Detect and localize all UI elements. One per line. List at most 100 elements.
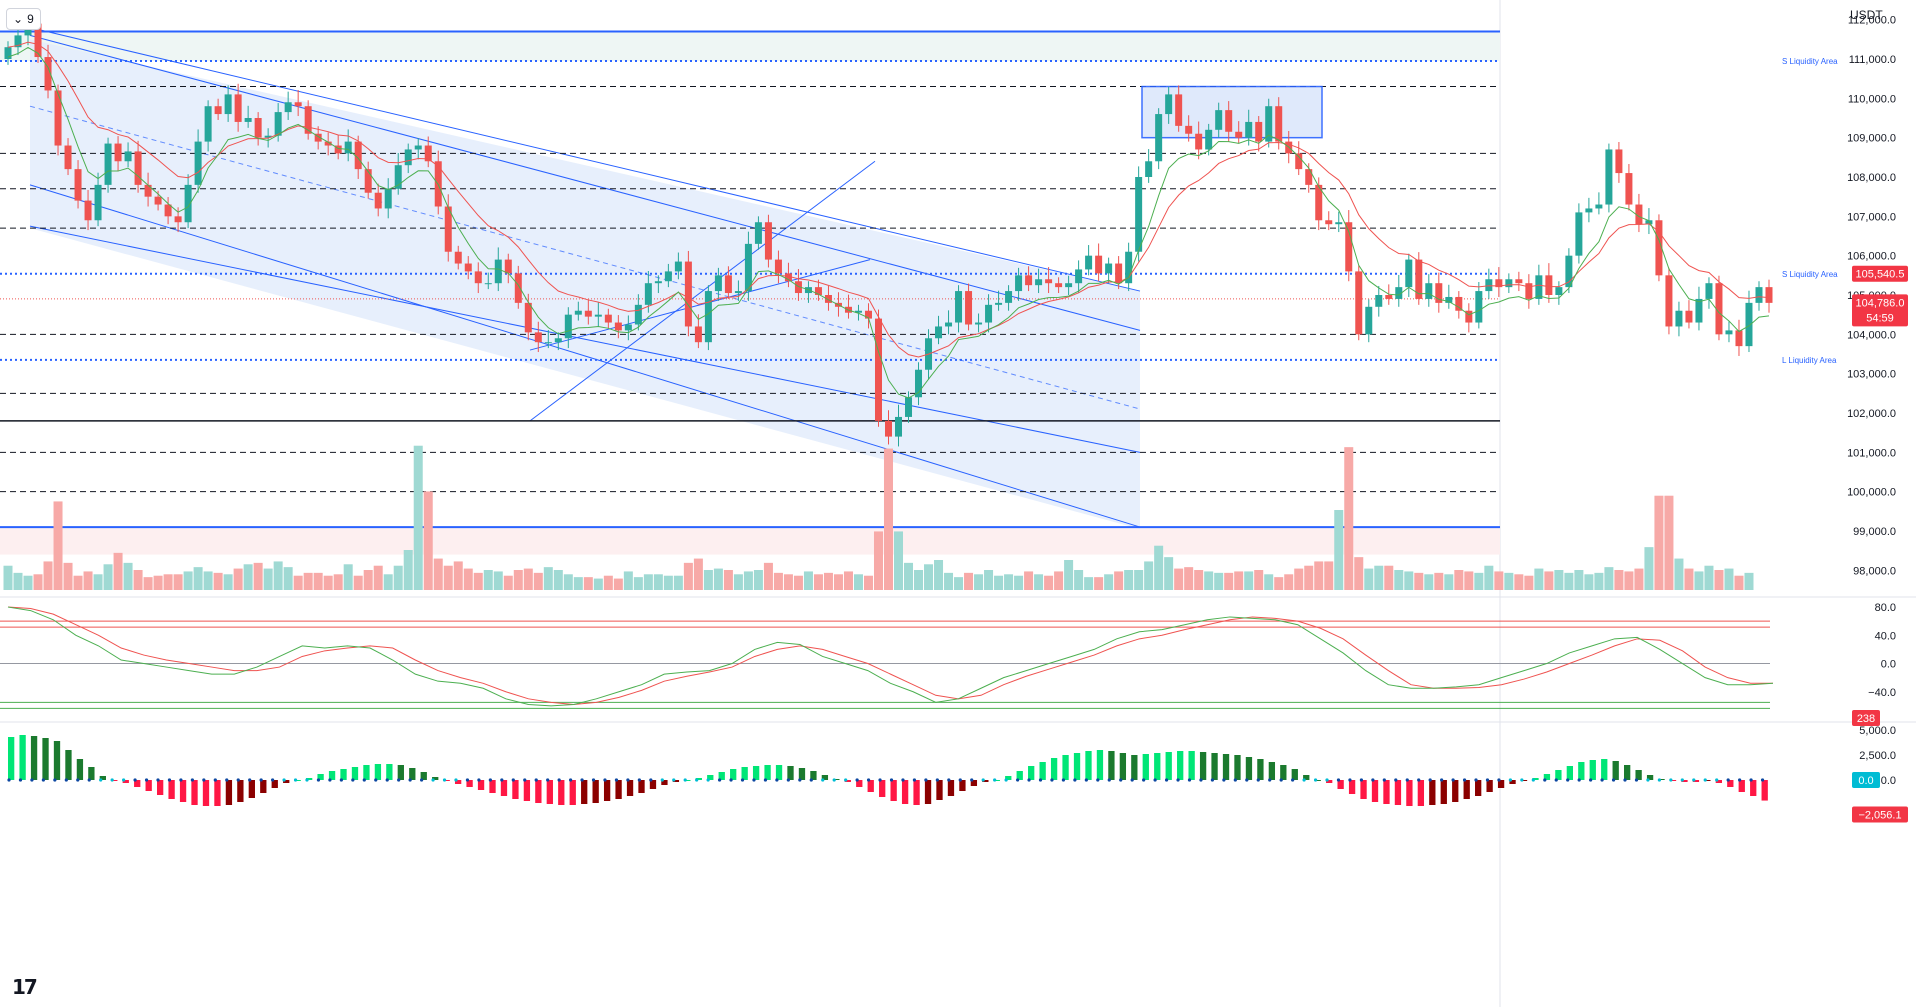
histogram-last-badge (1852, 806, 1908, 823)
histogram-bar (76, 759, 84, 780)
histogram-bar (1177, 751, 1184, 780)
volume-bar (713, 568, 723, 590)
histogram-bar (260, 780, 267, 793)
zero-cross-dot (958, 778, 962, 782)
histogram-tick-label: 2,500.0 (1859, 750, 1896, 762)
histogram-bar (718, 772, 725, 780)
volume-bar (533, 572, 543, 590)
candle-body (1055, 283, 1063, 288)
histogram-bar (1131, 755, 1138, 780)
volume-bar (904, 562, 914, 590)
volume-bar (203, 571, 213, 590)
zero-cross-dot (1038, 778, 1043, 782)
indicator-toggle-button[interactable]: ⌄ 9 (6, 8, 41, 30)
histogram-bar (1234, 755, 1241, 780)
candle-body (1705, 283, 1713, 299)
candle-body (1685, 310, 1693, 323)
volume-bar (1694, 571, 1704, 590)
oscillator-fast-line (7, 606, 1774, 707)
volume-bar (1064, 560, 1074, 590)
candle-body (544, 342, 552, 344)
currency-label[interactable]: USDT (1850, 8, 1883, 22)
histogram-bar (420, 772, 427, 780)
candle-body (895, 416, 903, 437)
volume-bar (1094, 577, 1104, 590)
histogram-bar (1658, 779, 1665, 780)
zero-cross-dot (557, 778, 561, 782)
volume-bar (143, 577, 153, 590)
candle-body (1455, 296, 1463, 311)
volume-bar (894, 531, 904, 590)
zero-cross-dot (614, 778, 619, 782)
volume-bar (1664, 495, 1674, 590)
zero-cross-dot (87, 778, 91, 782)
zero-cross-dot (1336, 778, 1341, 782)
price-tick-label: 99,000.0 (1853, 526, 1896, 538)
candle-body (424, 145, 432, 162)
descending-channel-fill (30, 39, 1140, 530)
volume-bar (883, 448, 893, 590)
volume-bar (273, 561, 283, 590)
candle-body (1035, 279, 1043, 286)
histogram-bar (1245, 757, 1253, 780)
histogram-bar (111, 780, 118, 781)
volume-bar (1434, 572, 1444, 590)
candle-body (1665, 275, 1673, 327)
candle-body (1105, 263, 1113, 274)
candle-body (1025, 275, 1033, 286)
zero-cross-dot (351, 778, 355, 782)
volume-bar (753, 570, 763, 590)
oscillator-tick-label: 0.0 (1881, 659, 1896, 671)
volume-bar (23, 575, 33, 590)
zero-cross-dot (144, 778, 149, 782)
candle-body (554, 338, 562, 343)
channel-line (29, 27, 1141, 292)
price-tick-label: 101,000.0 (1847, 447, 1896, 459)
zero-cross-dot (1611, 778, 1616, 782)
histogram-bar (65, 750, 72, 780)
candle-body (1615, 149, 1623, 174)
zero-cross-dot (1508, 778, 1512, 782)
histogram-bar (1555, 770, 1562, 780)
volume-bar (1494, 571, 1504, 590)
histogram-bar (993, 780, 1000, 781)
candle-body (1545, 275, 1553, 295)
zero-cross-dot (889, 778, 894, 782)
zero-cross-dot (1348, 778, 1352, 782)
zero-cross-dot (695, 778, 699, 782)
volume-bar (1314, 561, 1324, 590)
zero-cross-dot (1199, 778, 1203, 782)
volume-bar (693, 558, 703, 590)
candle-body (1675, 310, 1683, 327)
volume-bar (423, 491, 433, 590)
candle-body (144, 184, 152, 197)
histogram-bar (1073, 753, 1081, 780)
candle-body (1625, 173, 1633, 205)
histogram-bar (1520, 780, 1528, 781)
zero-cross-dot (546, 778, 550, 782)
zero-cross-dot (99, 778, 103, 782)
candle-body (364, 169, 372, 193)
volume-bar (1454, 570, 1464, 590)
volume-bar (1084, 577, 1094, 590)
zero-cross-dot (362, 778, 366, 782)
volume-bar (1624, 571, 1634, 590)
volume-bar (493, 571, 503, 590)
candle-body (394, 165, 402, 189)
histogram-bar (191, 780, 198, 805)
candle-body (1045, 279, 1053, 284)
candle-body (1245, 121, 1253, 138)
histogram-bar (1727, 780, 1734, 787)
histogram-bar (1406, 780, 1413, 806)
histogram-bar (156, 780, 164, 795)
histogram-bar (707, 775, 714, 780)
zero-cross-dot (236, 778, 240, 782)
volume-bar (723, 570, 733, 590)
zero-cross-dot (1520, 778, 1524, 782)
zero-cross-dot (534, 778, 538, 782)
price-tick-label: 110,000.0 (1848, 93, 1896, 105)
zero-cross-dot (660, 778, 664, 782)
zero-cross-dot (1302, 778, 1306, 782)
volume-bar (13, 572, 23, 590)
